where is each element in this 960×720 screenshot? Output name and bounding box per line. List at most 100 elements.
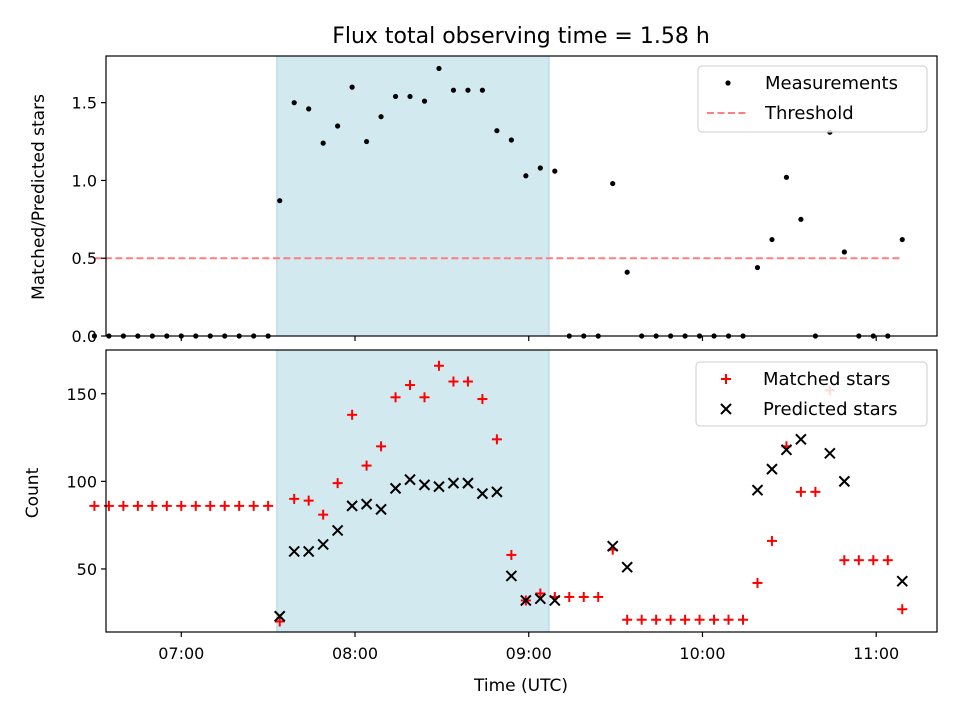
x-point-20: [607, 540, 619, 552]
legend-box: [697, 65, 928, 133]
dot-point-15: [306, 106, 312, 112]
x-point-17-b: [520, 594, 532, 607]
plus-point-44: [723, 614, 734, 625]
plus-point-24: [433, 360, 444, 371]
plus-point-28: [491, 434, 502, 445]
plus-point-40: [665, 614, 676, 625]
plus-point-10: [234, 500, 245, 511]
x-point-2-b: [302, 545, 315, 558]
legend-label-0: Matched stars: [763, 369, 890, 390]
y-tick-label-0: 50: [77, 560, 97, 579]
x-point-18: [534, 593, 547, 605]
legend-handle-0: [725, 80, 731, 86]
x-point-15-b: [491, 486, 503, 498]
plus-point-11: [248, 500, 259, 511]
x-point-25-b: [795, 433, 807, 446]
x-point-27: [838, 475, 851, 488]
x-point-28-b: [896, 575, 908, 587]
plus-point-26: [462, 376, 473, 387]
dot-point-16: [320, 140, 326, 146]
plus-point-56: [897, 604, 908, 615]
top-y-axis-label: Matched/Predicted stars: [29, 94, 49, 300]
legend-label-1: Threshold: [764, 103, 854, 124]
x-point-24: [780, 444, 793, 456]
x-point-8: [389, 482, 402, 495]
dot-point-21: [392, 93, 399, 100]
x-point-16-b: [505, 570, 518, 582]
dot-point-14: [291, 100, 297, 106]
plus-point-12: [263, 500, 274, 511]
plus-point-41: [680, 614, 691, 625]
dot-point-32: [552, 168, 558, 174]
x-point-18-b: [534, 593, 547, 605]
bottom-panel: 07:00 08:00 09:00 10:00 11:00 50 100 150 Matched…: [66, 349, 938, 663]
plus-point-17: [332, 478, 343, 489]
series-matched-stars: [89, 360, 908, 627]
plus-point-22: [405, 380, 416, 391]
dot-point-26: [465, 87, 471, 93]
legend-label-1: Predicted stars: [763, 399, 897, 420]
plus-point-4: [147, 500, 158, 511]
plus-point-20: [376, 441, 387, 452]
x-point-12: [447, 477, 460, 489]
dot-point-24: [436, 65, 442, 72]
series-predicted-stars: [274, 433, 908, 622]
plus-point-38: [636, 614, 647, 625]
x-tick-label-2: 09:00: [506, 644, 552, 663]
x-point-5: [346, 500, 358, 512]
dot-point-13: [277, 198, 283, 204]
plus-point-53: [853, 555, 864, 566]
plus-point-2: [118, 500, 129, 511]
x-point-13: [462, 477, 474, 489]
plus-point-16: [318, 509, 329, 520]
dot-point-36: [610, 180, 616, 187]
plus-point-21: [390, 392, 401, 403]
x-point-4: [331, 524, 344, 537]
x-point-4-b: [331, 524, 344, 537]
x-point-3-b: [317, 538, 329, 551]
x-point-1-b: [288, 545, 300, 558]
x-point-17: [520, 594, 532, 607]
x-point-1: [288, 545, 300, 558]
x-point-10: [418, 479, 431, 491]
x-point-0-b: [274, 610, 286, 622]
x-point-0: [274, 610, 286, 622]
plus-point-14: [289, 493, 300, 504]
plus-point-8: [205, 500, 216, 511]
y-tick-label-2: 1.0: [72, 171, 97, 190]
x-point-7: [375, 503, 387, 516]
plus-point-46: [752, 577, 763, 588]
dot-point-47: [769, 236, 775, 243]
x-point-14: [476, 487, 489, 500]
plus-point-5: [161, 500, 172, 511]
dot-point-46: [754, 264, 761, 271]
legend: Matched stars Predicted stars: [695, 361, 928, 427]
dot-point-48: [783, 174, 790, 180]
plus-point-35: [593, 591, 604, 602]
legend-label-0: Measurements: [765, 73, 898, 94]
x-point-26: [824, 447, 836, 460]
x-point-16: [505, 570, 518, 582]
x-point-23: [766, 463, 778, 475]
dot-point-52: [841, 249, 847, 255]
plus-point-50: [810, 486, 821, 497]
legend-handle-1: [720, 403, 732, 415]
dot-point-22: [407, 93, 413, 100]
plus-point-49: [795, 486, 806, 497]
plus-point-7: [190, 500, 201, 511]
dot-point-31: [537, 165, 543, 171]
bottom-y-axis-label: Count: [23, 467, 43, 518]
plus-point-43: [709, 614, 720, 625]
plus-point-45: [738, 614, 749, 625]
x-point-26-b: [824, 447, 836, 460]
dot-point-49: [798, 216, 804, 222]
x-point-19: [549, 594, 561, 607]
x-point-5-b: [346, 500, 358, 512]
plus-point-39: [651, 614, 662, 625]
dot-point-25: [450, 87, 457, 93]
x-point-25: [795, 433, 807, 446]
x-tick-label-0: 07:00: [158, 644, 204, 663]
dot-point-0: [91, 333, 98, 339]
legend-box: [695, 361, 928, 427]
